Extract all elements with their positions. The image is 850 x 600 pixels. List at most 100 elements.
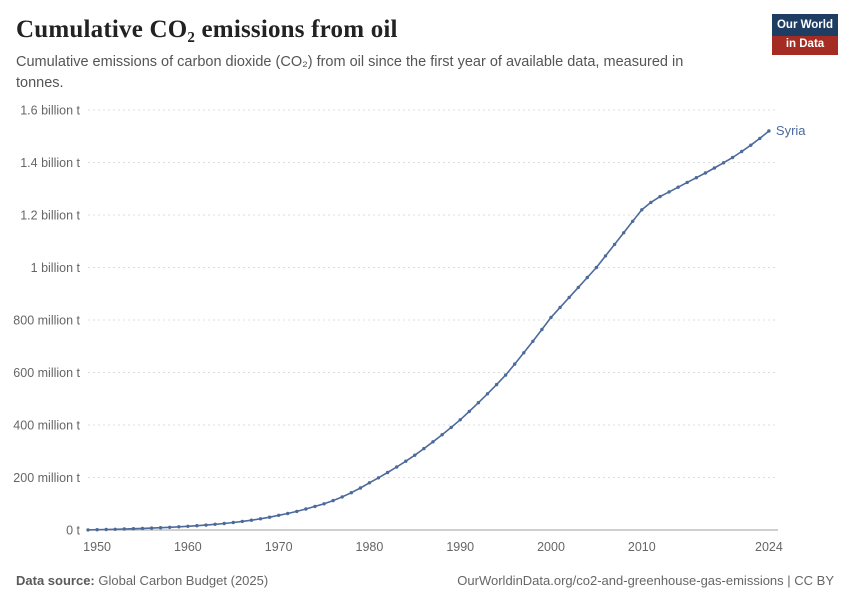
data-point[interactable] [304, 507, 308, 511]
owid-logo-line2: in Data [772, 35, 838, 55]
data-point[interactable] [367, 481, 372, 485]
data-point[interactable] [694, 176, 698, 180]
data-point[interactable] [676, 185, 680, 189]
data-point[interactable] [712, 166, 717, 170]
data-point[interactable] [667, 190, 671, 194]
data-point[interactable] [540, 327, 544, 332]
data-point[interactable] [467, 409, 471, 414]
owid-logo[interactable]: Our World in Data [772, 14, 838, 55]
data-point[interactable] [558, 305, 562, 310]
data-point[interactable] [730, 155, 735, 160]
data-point[interactable] [631, 219, 635, 223]
data-point[interactable] [485, 392, 490, 396]
data-point[interactable] [385, 470, 390, 475]
data-point[interactable] [440, 433, 444, 437]
data-point[interactable] [131, 527, 136, 531]
data-point[interactable] [531, 339, 535, 343]
owid-logo-line1: Our World [772, 14, 838, 36]
data-point[interactable] [376, 476, 381, 480]
data-point[interactable] [476, 401, 481, 405]
data-point[interactable] [749, 143, 753, 147]
data-point[interactable] [549, 315, 553, 320]
data-point[interactable] [213, 522, 217, 526]
data-point[interactable] [404, 459, 408, 463]
data-point[interactable] [149, 526, 154, 530]
data-point[interactable] [431, 440, 435, 444]
data-point[interactable] [186, 524, 190, 528]
data-point[interactable] [767, 129, 771, 133]
data-point[interactable] [458, 418, 462, 422]
data-point[interactable] [140, 526, 145, 531]
data-point[interactable] [168, 525, 172, 529]
data-source: Data source: Global Carbon Budget (2025) [16, 573, 268, 588]
data-point[interactable] [104, 527, 108, 532]
y-axis-tick-label: 400 million t [13, 419, 80, 433]
data-point[interactable] [358, 486, 363, 490]
data-point[interactable] [340, 495, 344, 499]
data-point[interactable] [267, 515, 272, 519]
data-point[interactable] [594, 265, 599, 270]
data-point[interactable] [122, 527, 127, 531]
data-point[interactable] [494, 382, 499, 387]
y-axis-tick-label: 0 t [66, 524, 80, 538]
data-point[interactable] [603, 254, 608, 258]
series-end-label[interactable]: Syria [776, 123, 806, 138]
data-point[interactable] [612, 242, 617, 247]
series-line-syria[interactable] [87, 130, 770, 531]
data-source-label: Data source: [16, 573, 95, 588]
data-point[interactable] [658, 194, 662, 199]
chart-subtitle: Cumulative emissions of carbon dioxide (… [16, 54, 684, 92]
data-point[interactable] [703, 171, 708, 175]
data-point[interactable] [95, 528, 99, 532]
x-axis-tick-label: 1980 [356, 540, 384, 554]
data-point[interactable] [449, 425, 453, 430]
data-point[interactable] [585, 275, 589, 280]
line-chart[interactable]: 0 t 200 million t 400 million t 600 million… [0, 95, 850, 563]
data-point[interactable] [240, 519, 244, 524]
x-axis-tick-label: 2024 [755, 540, 783, 554]
data-point[interactable] [177, 525, 181, 529]
y-axis-tick-label: 1.2 billion t [20, 209, 80, 223]
data-point[interactable] [513, 362, 517, 366]
data-point[interactable] [649, 200, 653, 205]
data-point[interactable] [158, 526, 163, 530]
y-axis-tick-label: 1.6 billion t [20, 104, 80, 118]
data-point[interactable] [567, 295, 571, 300]
x-axis-tick-label: 1950 [83, 540, 111, 554]
data-point[interactable] [413, 453, 417, 457]
chart-header: Cumulative CO₂ emissions from oil Cumula… [0, 0, 850, 94]
footer-link[interactable]: OurWorldinData.org/co2-and-greenhouse-ga… [457, 573, 834, 588]
data-point[interactable] [640, 208, 644, 212]
data-point[interactable] [258, 517, 263, 521]
data-point[interactable] [295, 509, 299, 514]
data-point[interactable] [313, 504, 317, 509]
data-point[interactable] [576, 285, 580, 290]
data-point[interactable] [522, 351, 526, 355]
data-point[interactable] [195, 524, 199, 528]
data-point[interactable] [322, 502, 326, 506]
data-point[interactable] [685, 180, 689, 185]
data-point[interactable] [758, 136, 762, 141]
data-point[interactable] [331, 498, 335, 503]
data-point[interactable] [503, 373, 508, 377]
data-point[interactable] [204, 523, 208, 527]
data-point[interactable] [113, 527, 117, 531]
data-point[interactable] [395, 465, 399, 469]
data-point[interactable] [249, 518, 254, 522]
data-source-value: Global Carbon Budget (2025) [94, 573, 269, 588]
data-point[interactable] [222, 521, 226, 526]
data-point[interactable] [422, 446, 426, 451]
x-axis-tick-label: 1970 [265, 540, 293, 554]
data-point[interactable] [622, 231, 626, 235]
data-point[interactable] [86, 528, 90, 532]
data-point[interactable] [286, 511, 290, 516]
data-point[interactable] [349, 491, 353, 495]
y-axis-tick-label: 800 million t [13, 314, 80, 328]
data-point[interactable] [721, 161, 726, 165]
y-axis-tick-label: 1 billion t [31, 261, 81, 275]
data-point[interactable] [740, 149, 744, 154]
x-axis-tick-label: 2000 [537, 540, 565, 554]
data-point[interactable] [231, 520, 235, 525]
data-point[interactable] [277, 513, 281, 517]
